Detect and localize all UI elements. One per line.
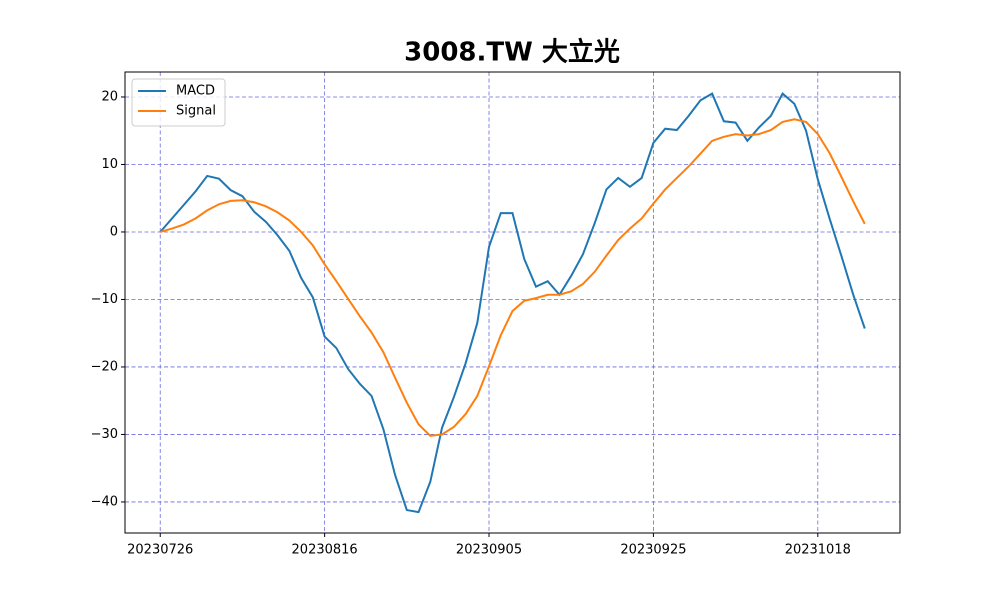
x-tick-label: 20231018 bbox=[785, 543, 851, 558]
x-tick-label: 20230925 bbox=[620, 543, 686, 558]
y-tick-label: −20 bbox=[91, 359, 118, 374]
y-tick-label: −30 bbox=[91, 427, 118, 442]
legend-label: Signal bbox=[176, 104, 216, 119]
y-tick-label: −40 bbox=[91, 494, 118, 509]
series-line bbox=[159, 118, 866, 437]
y-tick-label: 20 bbox=[101, 89, 118, 104]
y-tick-label: −10 bbox=[91, 292, 118, 307]
y-tick-label: 0 bbox=[110, 224, 118, 239]
plot-frame bbox=[124, 71, 901, 534]
series-line bbox=[159, 92, 866, 514]
x-tick-label: 20230816 bbox=[292, 543, 358, 558]
chart-title: 3008.TW 大立光 bbox=[404, 37, 620, 68]
legend-label: MACD bbox=[176, 84, 215, 99]
x-tick-label: 20230726 bbox=[127, 543, 193, 558]
x-tick-label: 20230905 bbox=[456, 543, 522, 558]
y-tick-label: 10 bbox=[101, 157, 118, 172]
